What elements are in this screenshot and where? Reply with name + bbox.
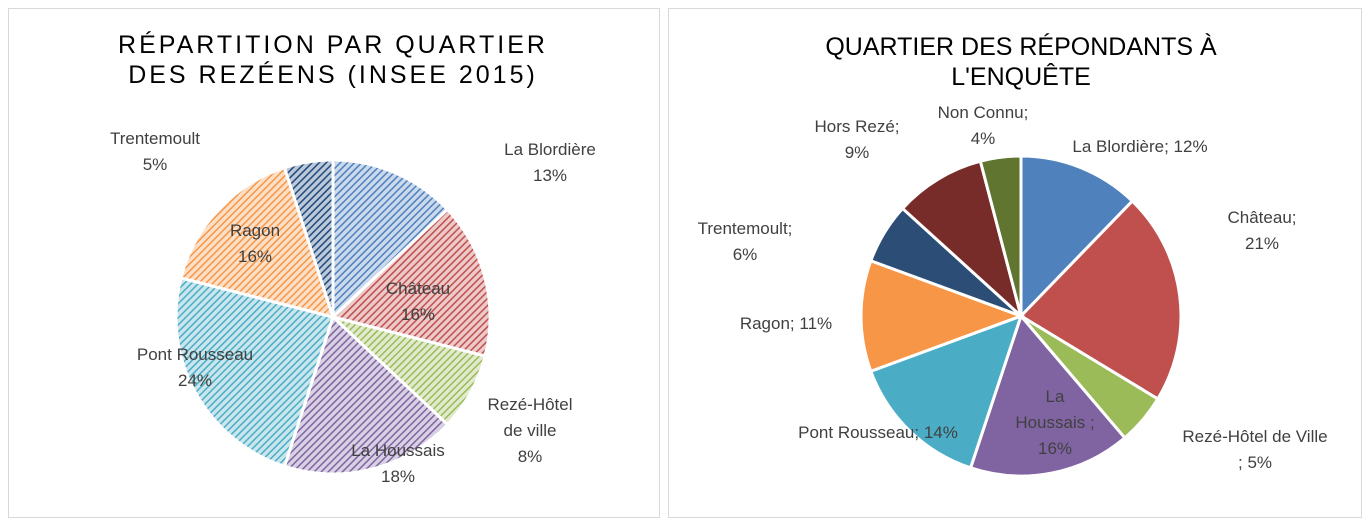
value-label: 4% [970, 129, 996, 148]
data-label: Pont Rousseau; 14% [798, 420, 958, 446]
value-label: 11% [799, 314, 833, 333]
category-label: Rezé-Hôtel de Ville ; [1182, 427, 1328, 472]
category-label: Pont Rousseau [136, 345, 254, 364]
category-label: Pont Rousseau; [798, 423, 920, 442]
pie-slice [282, 314, 450, 476]
value-label: 18% [380, 467, 416, 486]
category-label: Non Connu; [937, 103, 1029, 122]
value-label: 21% [1244, 234, 1280, 253]
value-label: 16% [237, 247, 273, 266]
category-label: Rezé-Hôtel de ville [487, 395, 573, 440]
right-panel [668, 8, 1362, 518]
category-label: La Blordière; [1072, 137, 1169, 156]
chart-title: RÉPARTITION PAR QUARTIER DES REZÉENS (IN… [113, 30, 553, 90]
data-label: Pont Rousseau 24% [115, 342, 275, 394]
value-label: 5% [142, 155, 168, 174]
data-label: Château 16% [373, 276, 463, 328]
data-label: Ragon; 11% [716, 311, 856, 337]
category-label: La Houssais ; [1015, 387, 1095, 432]
value-label: 16% [400, 305, 436, 324]
value-label: 8% [517, 447, 543, 466]
value-label: 9% [844, 143, 870, 162]
left-panel [8, 8, 660, 518]
category-label: Château; [1227, 208, 1297, 227]
value-label: 5% [1247, 453, 1273, 472]
category-label: Ragon; [739, 314, 795, 333]
pie-slice [329, 207, 492, 358]
pie-slice [174, 276, 335, 469]
data-label: Trentemoult; 6% [685, 216, 805, 268]
category-label: La Blordière [504, 140, 596, 159]
pie-slice [331, 158, 450, 321]
category-label: Trentemoult; [697, 219, 793, 238]
data-label: Rezé-Hôtel de ville 8% [480, 392, 580, 470]
category-label: La Houssais [351, 441, 445, 460]
pie-slice [282, 158, 335, 318]
category-label: Château [385, 279, 451, 298]
data-label: Rezé-Hôtel de Ville ; 5% [1180, 424, 1330, 476]
data-label: Ragon 16% [215, 218, 295, 270]
pie-slice [978, 154, 1023, 317]
value-label: 16% [1037, 439, 1073, 458]
category-label: Trentemoult [109, 129, 201, 148]
data-label: La Houssais ; 16% [1015, 384, 1095, 462]
value-label: 13% [532, 166, 568, 185]
value-label: 24% [177, 371, 213, 390]
data-label: La Houssais 18% [333, 438, 463, 490]
data-label: Château; 21% [1222, 205, 1302, 257]
data-label: Hors Rezé; 9% [807, 114, 907, 166]
category-label: Hors Rezé; [814, 117, 900, 136]
pie-slice [1018, 198, 1183, 402]
data-label: La Blordière 13% [475, 137, 625, 189]
chart-title: QUARTIER DES RÉPONDANTS À L'ENQUÊTE [801, 32, 1241, 92]
data-label: Trentemoult 5% [85, 126, 225, 178]
pie-slice [179, 165, 336, 320]
title-text: RÉPARTITION PAR QUARTIER DES REZÉENS (IN… [118, 31, 548, 89]
pie-slice [1019, 154, 1135, 320]
pie-slice [868, 313, 1024, 470]
data-label: La Blordière; 12% [1070, 134, 1210, 160]
value-label: 6% [732, 245, 758, 264]
pie-slice [900, 159, 1024, 321]
value-label: 12% [1173, 137, 1208, 156]
value-label: 14% [923, 423, 958, 442]
category-label: Ragon [229, 221, 281, 240]
data-label: Non Connu; 4% [933, 100, 1033, 152]
title-text: QUARTIER DES RÉPONDANTS À L'ENQUÊTE [825, 33, 1217, 91]
pie-slice [859, 258, 1026, 374]
